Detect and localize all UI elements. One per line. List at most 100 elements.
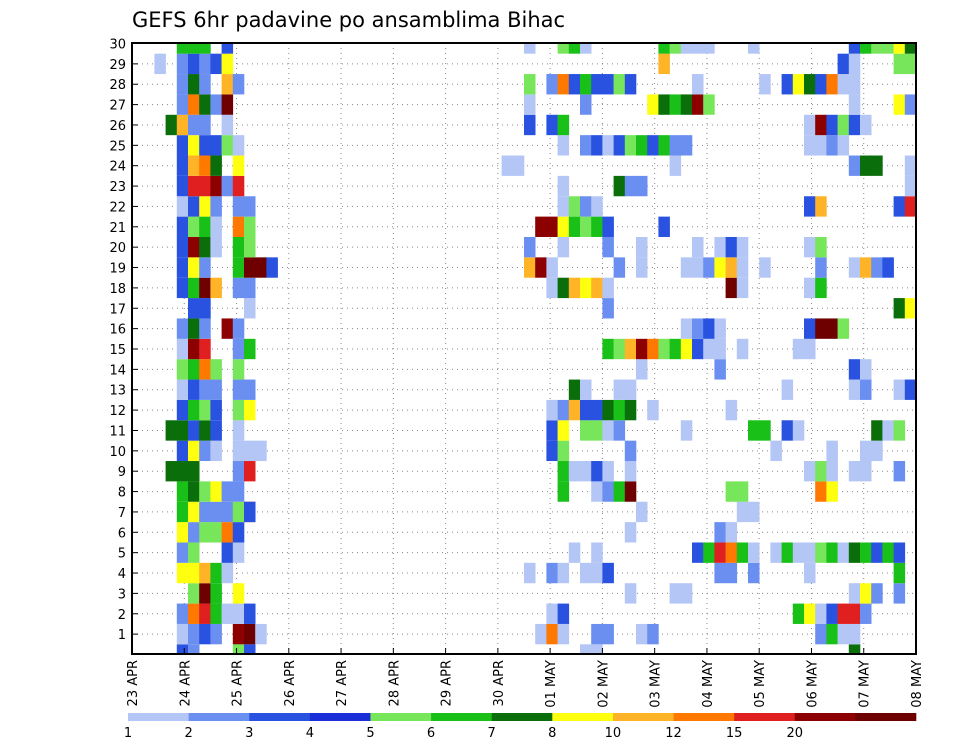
heatmap-cell	[848, 583, 861, 604]
heatmap-cell	[848, 74, 861, 95]
heatmap-cell	[815, 318, 827, 339]
heatmap-cell	[188, 501, 200, 523]
chart-title: GEFS 6hr padavine po ansamblima Bihac	[132, 8, 565, 32]
colorbar-swatch	[612, 713, 674, 721]
heatmap-cell	[557, 135, 570, 156]
heatmap-cell	[804, 74, 816, 95]
x-tick-label: 23 APR	[126, 660, 141, 706]
heatmap-cell	[781, 379, 794, 400]
heatmap-cell	[176, 175, 189, 197]
heatmap-cell	[636, 236, 648, 258]
heatmap-cell	[591, 461, 603, 482]
heatmap-cell	[232, 257, 245, 278]
heatmap-cell	[804, 603, 816, 624]
heatmap-cell	[188, 603, 200, 624]
heatmap-cell	[837, 603, 850, 624]
heatmap-cell	[165, 114, 178, 136]
heatmap-cell	[804, 277, 816, 299]
heatmap-cell	[871, 43, 883, 54]
heatmap-cell	[199, 583, 211, 604]
heatmap-cell	[568, 399, 581, 421]
heatmap-cell	[580, 74, 592, 95]
heatmap-cell	[781, 74, 794, 95]
heatmap-cell	[848, 379, 861, 400]
heatmap-cell	[658, 53, 670, 75]
heatmap-cell	[692, 94, 704, 115]
heatmap-cell	[815, 603, 827, 624]
heatmap-cell	[176, 257, 189, 278]
heatmap-cell	[692, 338, 704, 360]
heatmap-cell	[557, 43, 570, 54]
heatmap-cell	[860, 359, 872, 380]
heatmap-cell	[255, 440, 267, 462]
heatmap-cell	[815, 481, 827, 502]
x-tick-label: 01 MAY	[544, 660, 559, 708]
y-axis: 1234567891011121314151617181920212223242…	[109, 38, 138, 643]
heatmap-cell	[244, 501, 256, 523]
heatmap-cell	[188, 379, 200, 400]
heatmap-cell	[176, 74, 189, 95]
heatmap-cell	[232, 440, 245, 462]
heatmap-cell	[176, 542, 189, 563]
heatmap-cell	[176, 359, 189, 380]
heatmap-cell	[848, 43, 861, 54]
heatmap-cell	[848, 644, 861, 654]
colorbar-swatch	[370, 713, 432, 721]
heatmap-cell	[557, 461, 570, 482]
heatmap-cell	[557, 114, 570, 136]
heatmap-cell	[714, 318, 726, 339]
heatmap-cell	[692, 43, 704, 54]
y-tick-label: 22	[109, 200, 126, 215]
heatmap-cell	[904, 53, 917, 75]
heatmap-cell	[714, 522, 726, 543]
heatmap-cell	[210, 603, 222, 624]
heatmap-cell	[232, 216, 245, 237]
heatmap-cell	[882, 542, 894, 563]
heatmap-cell	[848, 359, 861, 380]
heatmap-cell	[244, 603, 256, 624]
heatmap-cell	[658, 94, 670, 115]
y-tick-label: 7	[118, 506, 126, 521]
heatmap-cell	[871, 155, 883, 176]
heatmap-cell	[557, 399, 570, 421]
heatmap-cell	[792, 338, 805, 360]
heatmap-cell	[244, 257, 256, 278]
heatmap-cell	[176, 43, 189, 54]
heatmap-cell	[736, 338, 749, 360]
heatmap-cell	[848, 114, 861, 136]
heatmap-cell	[210, 155, 222, 176]
heatmap-cell	[636, 135, 648, 156]
heatmap-cell	[714, 236, 726, 258]
heatmap-cell	[804, 338, 816, 360]
heatmap-cell	[636, 623, 648, 645]
heatmap-cell	[748, 420, 760, 441]
heatmap-cell	[568, 74, 581, 95]
heatmap-cell	[221, 43, 234, 54]
heatmap-cell	[848, 257, 861, 278]
heatmap-cell	[176, 216, 189, 237]
heatmap-cell	[199, 257, 211, 278]
heatmap-cell	[188, 522, 200, 543]
heatmap-cell	[580, 43, 592, 54]
heatmap-cell	[176, 603, 189, 624]
heatmap-cell	[557, 216, 570, 237]
x-tick-label: 30 APR	[492, 660, 507, 706]
heatmap-cell	[826, 461, 838, 482]
heatmap-cell	[602, 338, 614, 360]
heatmap-cell	[669, 43, 682, 54]
heatmap-cell	[904, 155, 917, 176]
heatmap-cell	[557, 623, 570, 645]
heatmap-cell	[199, 501, 211, 523]
heatmap-cell	[680, 338, 693, 360]
heatmap-cell	[524, 257, 536, 278]
y-tick-label: 6	[118, 526, 126, 541]
heatmap-cell	[602, 399, 614, 421]
heatmap-cell	[636, 359, 648, 380]
heatmap-cell	[647, 338, 659, 360]
heatmap-cell	[210, 277, 222, 299]
heatmap-cell	[893, 94, 906, 115]
heatmap-cell	[815, 74, 827, 95]
heatmap-cell	[165, 420, 178, 441]
heatmap-cell	[188, 298, 200, 319]
heatmap-cell	[176, 114, 189, 136]
